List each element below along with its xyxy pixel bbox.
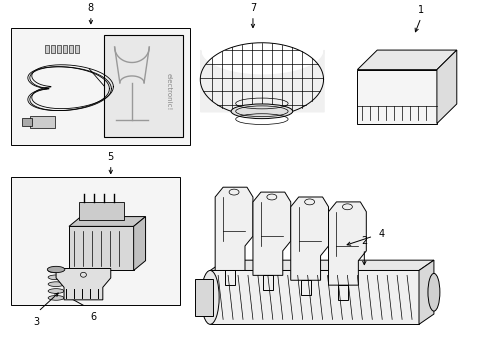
Text: 7: 7 — [249, 3, 256, 13]
Bar — [22, 118, 32, 126]
Polygon shape — [210, 260, 433, 270]
Text: 3: 3 — [33, 318, 39, 328]
Text: 2: 2 — [361, 236, 366, 246]
Bar — [69, 226, 133, 270]
Ellipse shape — [231, 104, 292, 119]
Polygon shape — [328, 202, 366, 285]
Bar — [74, 45, 79, 53]
Polygon shape — [252, 192, 290, 275]
Polygon shape — [56, 269, 111, 300]
Bar — [11, 177, 180, 305]
Polygon shape — [69, 217, 145, 226]
Polygon shape — [290, 197, 328, 280]
Bar — [62, 45, 66, 53]
Ellipse shape — [48, 268, 64, 273]
Text: 6: 6 — [90, 312, 96, 321]
Text: 8: 8 — [88, 3, 94, 13]
Bar — [44, 45, 49, 53]
Text: 1: 1 — [417, 5, 423, 15]
Bar — [195, 279, 213, 316]
Bar — [30, 116, 55, 128]
Polygon shape — [215, 187, 252, 270]
Text: 5: 5 — [107, 152, 114, 162]
Ellipse shape — [201, 270, 219, 324]
Polygon shape — [357, 50, 456, 70]
Ellipse shape — [427, 273, 439, 311]
Bar — [51, 45, 55, 53]
Polygon shape — [436, 50, 456, 123]
Bar — [68, 45, 72, 53]
Bar — [79, 202, 123, 220]
Polygon shape — [357, 70, 436, 123]
Bar — [210, 270, 418, 324]
Text: electronic!: electronic! — [165, 73, 172, 110]
Bar — [104, 35, 183, 137]
Polygon shape — [133, 217, 145, 270]
Polygon shape — [418, 260, 433, 324]
Bar — [57, 45, 61, 53]
Bar — [11, 28, 190, 145]
Ellipse shape — [48, 275, 64, 280]
Ellipse shape — [48, 289, 64, 293]
Ellipse shape — [48, 296, 64, 300]
Ellipse shape — [48, 282, 64, 287]
Ellipse shape — [47, 266, 65, 273]
Text: 4: 4 — [377, 229, 384, 239]
